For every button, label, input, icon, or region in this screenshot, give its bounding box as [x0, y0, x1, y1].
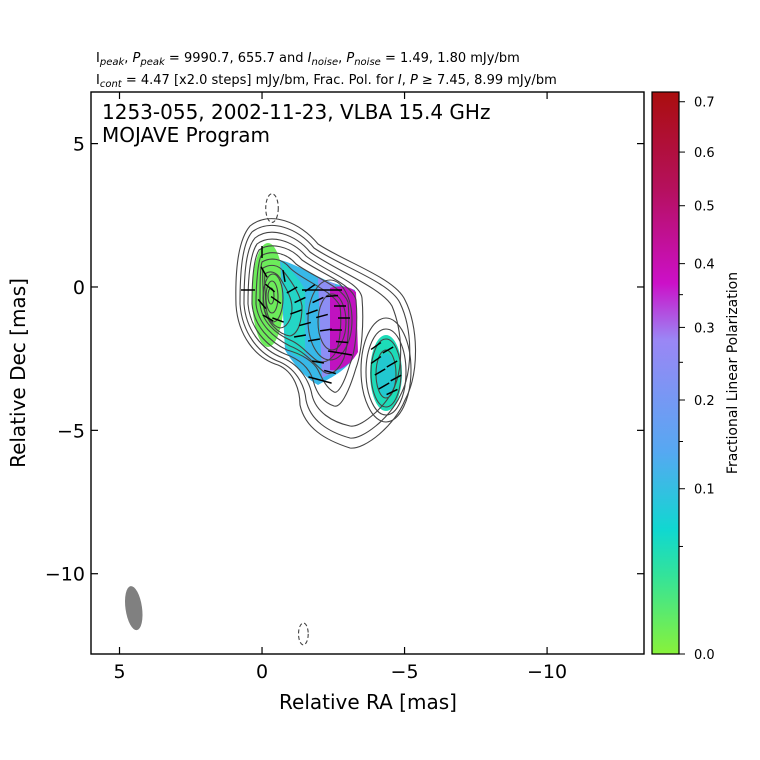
restoring-beam	[125, 586, 143, 631]
x-axis-ticks: 5 0 −5 −10	[113, 92, 567, 683]
y-axis-ticks: 5 0 −5 −10	[45, 134, 644, 586]
contour-level-7	[259, 258, 342, 363]
evpa-tick	[293, 334, 307, 338]
colorbar-tick-label: 0.2	[694, 394, 715, 409]
y-tick-label: 5	[73, 134, 85, 156]
y-tick-label: 0	[73, 277, 85, 299]
polarization-vectors	[241, 246, 402, 396]
y-tick-label: −5	[57, 420, 85, 442]
contour-level-2	[239, 224, 411, 439]
evpa-tick	[282, 269, 286, 283]
evpa-tick	[319, 328, 333, 332]
evpa-tick	[325, 294, 339, 298]
evpa-tick	[386, 360, 398, 368]
plot-area	[90, 91, 645, 655]
evpa-tick	[306, 309, 318, 315]
x-tick-label: 0	[256, 661, 268, 683]
colorbar-tick-label: 0.3	[694, 321, 715, 336]
beam-ellipse	[125, 586, 143, 631]
evpa-tick	[370, 341, 382, 351]
evpa-tick	[386, 388, 398, 396]
evpa-tick	[335, 340, 349, 344]
x-tick-label: 5	[113, 661, 125, 683]
contour-level-1	[235, 218, 417, 449]
chart-title-line-2: MOJAVE Program	[102, 123, 270, 147]
colorbar-tick-label: 0.1	[694, 483, 715, 498]
evpa-tick	[257, 298, 267, 310]
evpa-tick	[260, 266, 268, 278]
contour-level-3	[243, 231, 402, 427]
pol-jet-cyan	[282, 262, 305, 357]
evpa-tick	[316, 313, 328, 319]
evpa-tick	[374, 368, 386, 376]
evpa-tick	[327, 350, 341, 354]
colorbar-tick-label: 0.0	[694, 648, 715, 663]
colorbar	[651, 91, 680, 655]
evpa-tick	[270, 295, 282, 305]
evpa-tick	[294, 296, 306, 304]
negative-contours	[265, 193, 309, 646]
knot-contour-3	[370, 338, 402, 408]
evpa-tick	[311, 360, 325, 364]
evpa-tick	[382, 346, 394, 354]
negative-contour	[265, 193, 279, 224]
colorbar-tick-label: 0.7	[694, 96, 715, 111]
jet-contour-1	[307, 279, 353, 361]
colorbar-tick-label: 0.6	[694, 146, 715, 161]
evpa-tick	[339, 352, 353, 356]
y-tick-label: −10	[45, 564, 85, 586]
intensity-contours	[235, 218, 417, 449]
evpa-tick	[308, 376, 332, 384]
contour-level-6	[255, 252, 350, 375]
evpa-tick	[307, 338, 321, 342]
contour-level-11	[265, 280, 279, 314]
colorbar-tick-label: 0.4	[694, 258, 715, 273]
pol-knot-inner	[377, 353, 395, 397]
evpa-tick	[324, 369, 336, 375]
knot-contour-1	[360, 317, 412, 423]
chart-title-line-1: 1253-055, 2002-11-23, VLBA 15.4 GHz	[102, 100, 490, 124]
evpa-tick	[290, 309, 302, 315]
jet-contour-2	[317, 293, 347, 351]
contour-level-5	[251, 245, 358, 393]
x-tick-label: −10	[527, 661, 567, 683]
evpa-tick	[272, 317, 284, 323]
contour-level-10	[262, 273, 284, 323]
y-axis-label: Relative Dec [mas]	[6, 278, 30, 468]
colorbar-label: Fractional Linear Polarization	[725, 272, 741, 474]
colorbar-ticks: 0.0 0.1 0.2 0.3 0.4 0.5 0.6 0.7	[679, 96, 715, 663]
evpa-tick	[262, 314, 274, 322]
evpa-tick	[264, 283, 276, 293]
colorbar-tick-label: 0.5	[694, 200, 715, 215]
x-tick-label: −5	[391, 661, 419, 683]
evpa-tick	[370, 355, 382, 365]
x-axis-label: Relative RA [mas]	[279, 690, 457, 714]
evpa-tick	[312, 296, 324, 304]
header-line-1: Ipeak, Ppeak = 9990.7, 655.7 and Inoise,…	[96, 51, 520, 68]
evpa-tick	[286, 286, 298, 294]
contour-level-4	[247, 238, 364, 407]
evpa-tick	[390, 374, 402, 382]
negative-contour	[297, 622, 309, 646]
evpa-tick	[378, 382, 390, 390]
header-line-2: Icont = 4.47 [x2.0 steps] mJy/bm, Frac. …	[96, 73, 557, 90]
knot-contour-2	[365, 328, 407, 416]
evpa-tick	[299, 321, 311, 327]
